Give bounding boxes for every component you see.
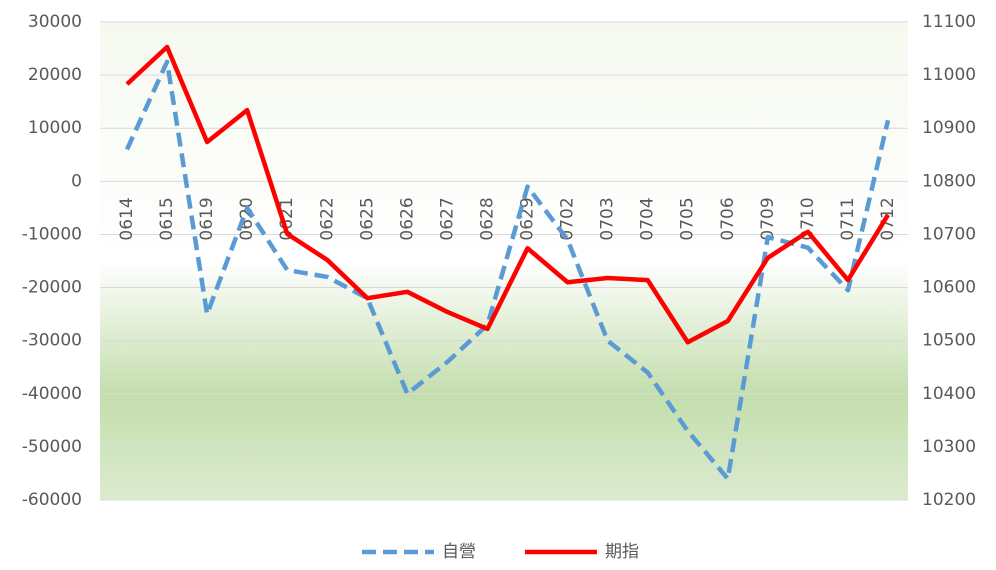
y2-tick-label: 10800 (922, 171, 976, 191)
y-tick-label: 30000 (28, 12, 82, 32)
x-tick-label: 0705 (678, 197, 698, 240)
y2-tick-label: 10600 (922, 278, 976, 298)
plot-area (100, 22, 908, 500)
y-tick-label: 20000 (28, 65, 82, 85)
x-tick-label: 0614 (117, 197, 137, 240)
x-tick-label: 0620 (237, 197, 257, 240)
y-tick-label: 10000 (28, 118, 82, 138)
y2-tick-label: 10200 (922, 490, 976, 510)
x-tick-label: 0621 (277, 197, 297, 240)
y2-tick-label: 10700 (922, 224, 976, 244)
y2-tick-label: 11000 (922, 65, 976, 85)
y-tick-label: -10000 (22, 224, 82, 244)
y2-tick-label: 10400 (922, 384, 976, 404)
x-tick-label: 0704 (638, 197, 658, 240)
x-tick-label: 0703 (598, 197, 618, 240)
y-tick-label: -20000 (22, 278, 82, 298)
legend-label: 自營 (442, 542, 476, 562)
x-tick-label: 0629 (518, 197, 538, 240)
y2-tick-label: 11100 (922, 12, 976, 32)
y2-tick-label: 10500 (922, 331, 976, 351)
y-tick-label: -30000 (22, 331, 82, 351)
x-tick-label: 0615 (157, 197, 177, 240)
x-tick-label: 0706 (718, 197, 738, 240)
y-tick-label: -50000 (22, 437, 82, 457)
x-tick-label: 0626 (397, 197, 417, 240)
x-tick-label: 0625 (357, 197, 377, 240)
x-tick-label: 0628 (477, 197, 497, 240)
x-tick-label: 0619 (197, 197, 217, 240)
y-tick-label: -60000 (22, 490, 82, 510)
x-tick-label: 0709 (758, 197, 778, 240)
y-tick-label: 0 (71, 171, 82, 191)
series-line (124, 59, 891, 482)
x-tick-label: 0627 (437, 197, 457, 240)
legend-label: 期指 (605, 542, 639, 562)
x-tick-label: 0711 (838, 197, 858, 240)
x-tick-label: 0710 (798, 197, 818, 240)
y2-tick-label: 10900 (922, 118, 976, 138)
y-tick-label: -40000 (22, 384, 82, 404)
y2-tick-label: 10300 (922, 437, 976, 457)
x-tick-label: 0622 (317, 197, 337, 240)
series-line (125, 44, 890, 345)
